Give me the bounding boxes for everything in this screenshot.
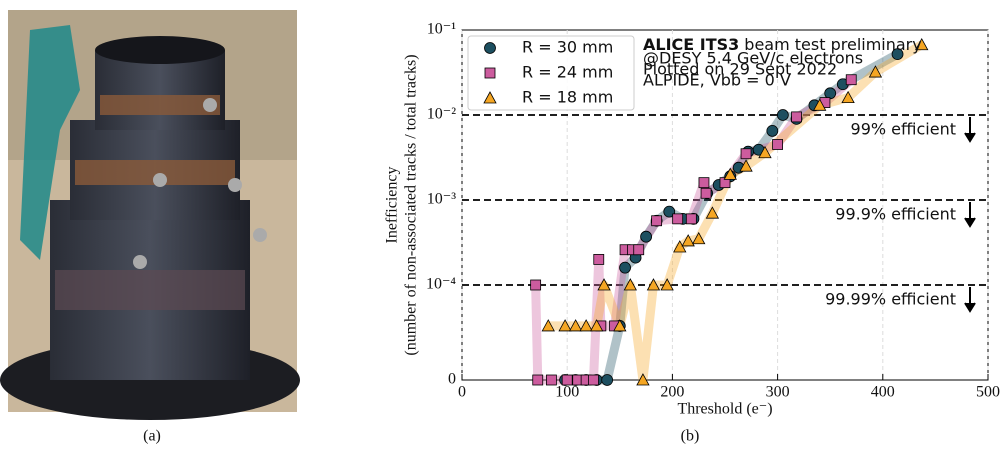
legend-marker [483,91,497,104]
point [723,167,737,180]
y-tick-label: 10⁻³ [427,191,456,208]
point [546,374,557,386]
x-tick-label: 500 [976,384,1000,401]
point [868,65,883,78]
point [660,278,674,291]
photo [0,10,300,420]
point [681,234,695,247]
point [740,148,752,160]
threshold-label: 99.9% efficient [835,205,956,224]
point [636,373,650,386]
y-tick-label: 10⁻² [427,106,456,123]
y-axis-label: Inefficiency [384,167,401,244]
point [841,90,855,104]
arrow [964,202,976,228]
legend-marker [484,42,496,54]
point [891,48,904,61]
annotation-experiment: ALICE ITS3 [643,35,739,54]
y-axis-label: (number of non-associated tracks / total… [403,54,420,355]
point [845,74,857,86]
point [530,279,542,291]
point [588,374,599,386]
x-tick-label: 400 [871,384,895,401]
x-tick-label: 0 [458,384,466,401]
x-axis-label: Threshold (e⁻) [677,401,772,418]
caption: (b) [681,428,700,445]
legend-label: R = 18 mm [522,88,613,107]
point [700,187,712,199]
legend-label: R = 24 mm [522,63,613,82]
point [558,319,572,332]
point [633,244,645,256]
point [579,319,593,332]
annotation-line: ALPIDE, Vbb = 0 V [643,71,791,90]
point [597,278,611,291]
point [640,230,652,243]
x-tick-label: 100 [555,384,579,401]
annotation-line: Plotted on 29 Sept 2022 [643,60,837,79]
annotation-title: ALICE ITS3 beam test preliminary [643,35,922,54]
band [548,40,925,385]
legend-box [467,35,635,111]
point [766,125,779,137]
point [813,98,827,111]
point [685,213,697,225]
point [561,374,573,386]
y-tick-label: 10⁻⁴ [426,276,456,293]
point [692,231,706,245]
point [776,109,789,121]
point [601,374,614,386]
point [672,213,684,225]
threshold-label: 99% efficient [851,120,956,139]
point [593,254,605,265]
caption: (a) [143,428,161,445]
point [698,177,710,189]
legend-marker [484,67,496,79]
point [613,319,627,332]
threshold-label: 99.99% efficient [825,290,956,309]
point [663,205,676,218]
point [705,206,720,219]
x-tick-label: 200 [660,384,684,401]
point [651,215,663,227]
point [589,319,604,332]
point [824,87,837,100]
point [619,261,631,274]
point [758,145,772,159]
point [646,278,661,291]
point [623,278,637,291]
annotation-status: beam test preliminary [744,35,921,54]
point [673,240,687,253]
y-tick-label: 10⁻¹ [427,21,456,38]
point [532,374,544,386]
point [772,139,783,150]
arrow [964,287,976,313]
point [541,319,555,332]
arrow [964,117,976,143]
point [791,111,802,123]
x-tick-label: 300 [766,384,790,401]
point [739,159,753,172]
y-tick-label: 0 [448,371,456,388]
annotation-line: @DESY 5.4 GeV/c electrons [643,49,863,68]
point [915,37,929,51]
point [568,319,583,332]
legend-label: R = 30 mm [522,38,613,57]
